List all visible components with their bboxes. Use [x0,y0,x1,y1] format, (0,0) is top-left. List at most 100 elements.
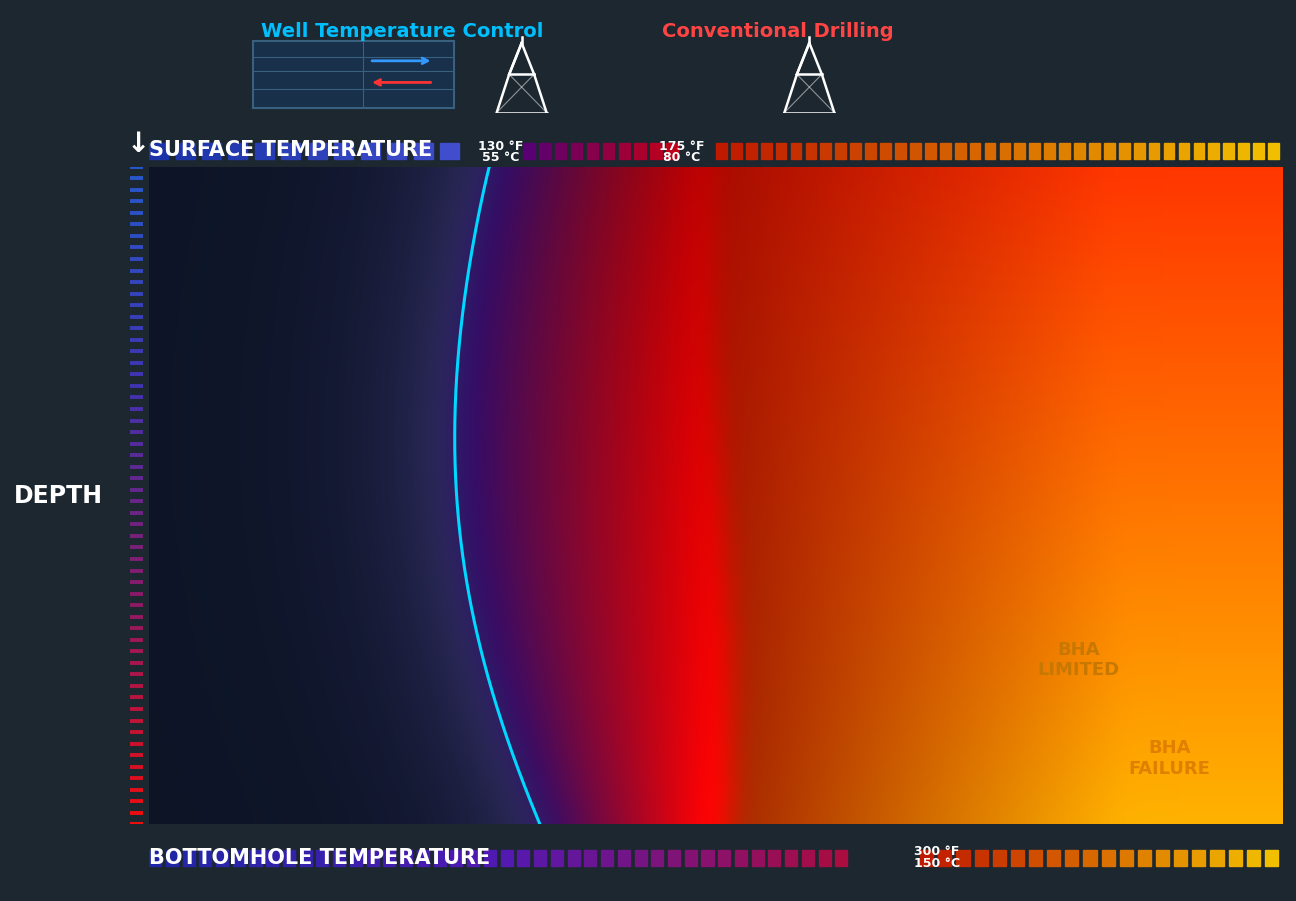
Bar [684,851,697,866]
Bar [266,851,279,866]
Bar [500,851,513,866]
Bar [910,143,920,159]
Bar [175,143,194,159]
Bar [769,851,780,866]
Bar [1148,143,1160,159]
Bar [1065,851,1078,866]
Bar [166,851,178,866]
Bar [281,143,301,159]
Text: SURFACE TEMPERATURE: SURFACE TEMPERATURE [149,141,433,160]
Bar [1047,851,1060,866]
Bar [388,143,406,159]
Bar [746,143,757,159]
Bar [791,143,801,159]
Bar [1104,143,1115,159]
Bar [715,143,727,159]
Bar [701,851,714,866]
Text: 175 °F: 175 °F [660,141,705,153]
Bar [587,143,599,159]
Bar [1223,143,1234,159]
Bar [666,143,678,159]
Bar [718,851,730,866]
Bar [233,851,245,866]
Bar [956,851,969,866]
Bar [1011,851,1024,866]
Bar [1178,143,1190,159]
Bar [1134,143,1144,159]
Bar [434,851,446,866]
Bar [618,851,630,866]
Bar [635,851,647,866]
Bar [880,143,890,159]
Bar [836,851,848,866]
Bar [400,851,412,866]
Bar [568,851,579,866]
Bar [202,143,222,159]
Bar [299,851,312,866]
Text: 130 °F: 130 °F [478,141,524,153]
Bar [200,851,211,866]
Bar [836,143,846,159]
Bar [969,143,981,159]
Bar [1208,143,1220,159]
Bar [384,851,395,866]
Text: 150 °C: 150 °C [914,857,960,869]
Bar [555,143,566,159]
Text: Conventional Drilling: Conventional Drilling [662,22,893,41]
Bar [467,851,480,866]
Bar [1118,143,1130,159]
Bar [1229,851,1242,866]
Bar [149,851,161,866]
Bar [417,851,429,866]
Bar [603,143,614,159]
Bar [1164,143,1174,159]
Bar [993,851,1006,866]
Bar [570,143,582,159]
Bar [534,851,546,866]
Bar [1120,851,1133,866]
Bar [249,851,262,866]
Bar [333,851,345,866]
Text: BHA
LIMITED: BHA LIMITED [1038,641,1120,679]
Bar [316,851,328,866]
Text: ↓: ↓ [127,130,150,159]
Bar [524,143,535,159]
Bar [731,143,741,159]
Bar [1102,851,1115,866]
Bar [955,143,966,159]
Bar [413,143,433,159]
Bar [308,143,327,159]
Bar [441,143,459,159]
Bar [920,851,933,866]
Text: 300 °F: 300 °F [915,845,960,858]
Bar [806,143,816,159]
Bar [228,143,248,159]
Bar [925,143,936,159]
Bar [1265,851,1278,866]
Bar [584,851,596,866]
Bar [451,851,463,866]
Bar [1267,143,1279,159]
Bar [940,143,950,159]
Bar [1210,851,1223,866]
Bar [999,143,1011,159]
Bar [819,851,831,866]
Bar [1138,851,1151,866]
Bar [785,851,797,866]
Bar [1029,143,1041,159]
Bar [216,851,228,866]
Bar [1029,851,1042,866]
Bar [896,143,906,159]
Bar [539,143,551,159]
Bar [367,851,378,866]
Bar [938,851,951,866]
Bar [1192,851,1205,866]
Bar [601,851,613,866]
Bar [283,851,295,866]
Bar [667,851,680,866]
Bar [1238,143,1249,159]
Bar [752,851,763,866]
Bar [651,143,662,159]
Bar [483,851,496,866]
Bar [975,851,988,866]
